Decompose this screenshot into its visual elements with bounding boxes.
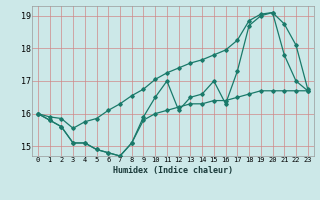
X-axis label: Humidex (Indice chaleur): Humidex (Indice chaleur): [113, 166, 233, 175]
